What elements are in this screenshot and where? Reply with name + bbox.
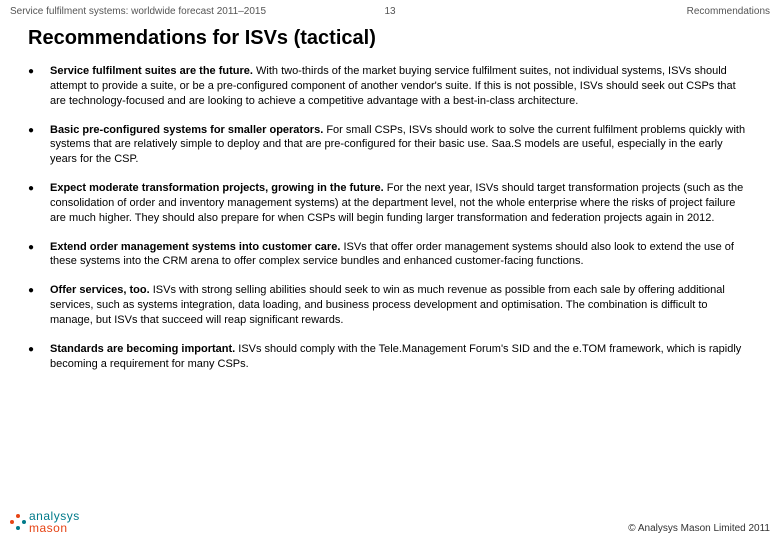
bullet-icon: ●	[28, 283, 50, 298]
slide-footer: analysys mason © Analysys Mason Limited …	[0, 510, 780, 534]
bullet-text: Basic pre-configured systems for smaller…	[50, 123, 752, 168]
logo-icon	[10, 514, 26, 530]
slide-title: Recommendations for ISVs (tactical)	[0, 19, 780, 64]
slide-content: ● Service fulfilment suites are the futu…	[0, 64, 780, 372]
copyright: © Analysys Mason Limited 2011	[628, 523, 770, 534]
bullet-text: Standards are becoming important. ISVs s…	[50, 342, 752, 372]
header-section: Recommendations	[396, 6, 770, 17]
logo: analysys mason	[10, 510, 80, 534]
logo-text: analysys mason	[29, 510, 80, 534]
list-item: ● Standards are becoming important. ISVs…	[28, 342, 752, 372]
bullet-icon: ●	[28, 123, 50, 138]
bullet-text: Service fulfilment suites are the future…	[50, 64, 752, 109]
bullet-icon: ●	[28, 342, 50, 357]
list-item: ● Expect moderate transformation project…	[28, 181, 752, 226]
bullet-icon: ●	[28, 240, 50, 255]
list-item: ● Service fulfilment suites are the futu…	[28, 64, 752, 109]
list-item: ● Offer services, too. ISVs with strong …	[28, 283, 752, 328]
header-left: Service fulfilment systems: worldwide fo…	[10, 6, 384, 17]
bullet-icon: ●	[28, 64, 50, 79]
list-item: ● Extend order management systems into c…	[28, 240, 752, 270]
bullet-icon: ●	[28, 181, 50, 196]
bullet-text: Extend order management systems into cus…	[50, 240, 752, 270]
list-item: ● Basic pre-configured systems for small…	[28, 123, 752, 168]
slide-number: 13	[384, 6, 395, 17]
bullet-text: Offer services, too. ISVs with strong se…	[50, 283, 752, 328]
bullet-text: Expect moderate transformation projects,…	[50, 181, 752, 226]
slide-header: Service fulfilment systems: worldwide fo…	[0, 0, 780, 19]
